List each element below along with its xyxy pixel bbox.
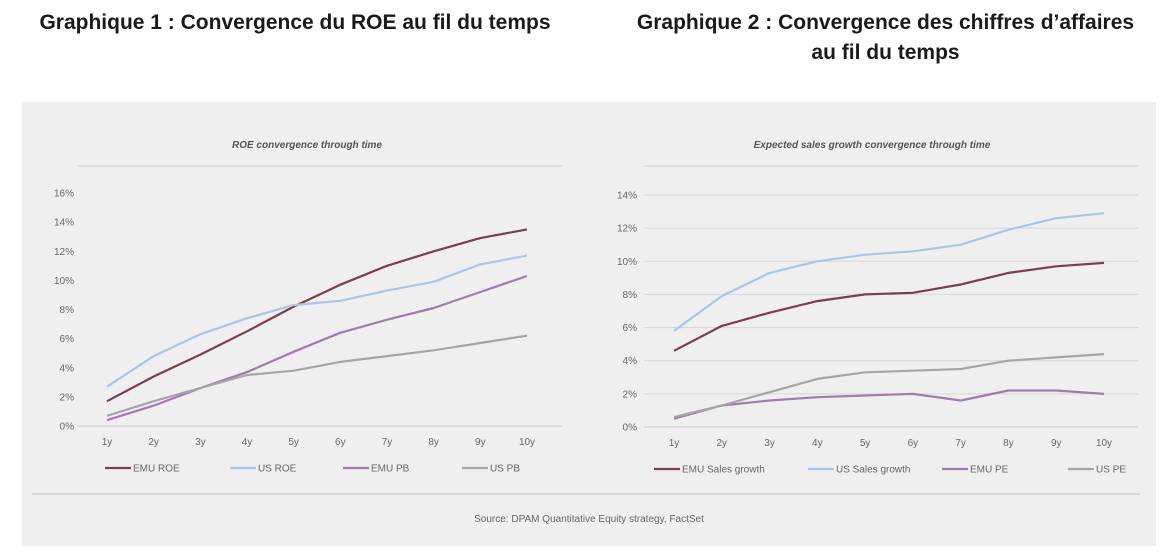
sales-growth-chart: Expected sales growth convergence throug… [617, 140, 1138, 476]
y-tick-label: 10% [617, 257, 637, 268]
series-line [673, 212, 1105, 332]
y-tick-label: 14% [617, 191, 637, 202]
roe-chart: ROE convergence through time 0% 2% 4% 6% 8% 10… [54, 140, 562, 475]
y-tick-label: 4% [623, 356, 638, 367]
y-tick-label: 12% [54, 247, 74, 258]
y-tick-label: 12% [617, 224, 637, 235]
x-tick-label: 8y [1003, 438, 1014, 449]
chart-title: ROE convergence through time [232, 140, 382, 151]
x-tick-label: 3y [195, 437, 206, 448]
y-tick-label: 0% [623, 423, 638, 434]
series-line [673, 389, 1105, 420]
series-line [673, 261, 1105, 352]
legend-label: US PE [1096, 465, 1126, 476]
series-line [106, 274, 528, 422]
x-tick-label: 7y [382, 437, 393, 448]
legend-label: US Sales growth [836, 465, 910, 476]
chart2-heading-line2: au fil du temps [811, 41, 960, 64]
y-tick-label: 16% [54, 189, 74, 200]
chart2-heading-line1: Graphique 2 : Convergence des chiffres d… [636, 11, 1135, 34]
x-tick-label: 9y [1051, 438, 1062, 449]
y-tick-label: 0% [60, 422, 75, 433]
series-line [106, 254, 528, 388]
chart1-heading: Graphique 1 : Convergence du ROE au fil … [39, 11, 551, 34]
x-tick-label: 10y [519, 437, 535, 448]
source-text: Source: DPAM Quantitative Equity strateg… [474, 514, 704, 525]
x-tick-label: 6y [335, 437, 346, 448]
x-tick-label: 5y [288, 437, 299, 448]
x-tick-label: 4y [242, 437, 253, 448]
legend-label: EMU Sales growth [682, 465, 765, 476]
y-tick-label: 6% [60, 334, 75, 345]
y-tick-label: 4% [60, 363, 75, 374]
charts-panel: ROE convergence through time 0% 2% 4% 6% 8% 10… [22, 102, 1156, 546]
chart-title: Expected sales growth convergence throug… [754, 140, 991, 151]
x-tick-label: 5y [860, 438, 871, 449]
legend-label: EMU PE [970, 465, 1009, 476]
legend-label: EMU PB [371, 464, 410, 475]
chart2-heading: Graphique 2 : Convergence des chiffres d… [600, 8, 1171, 68]
x-tick-label: 2y [148, 437, 159, 448]
y-tick-label: 14% [54, 218, 74, 229]
legend-label: US ROE [258, 464, 297, 475]
series-line [106, 334, 528, 417]
x-tick-label: 7y [955, 438, 966, 449]
y-tick-label: 2% [623, 389, 638, 400]
y-tick-label: 6% [623, 323, 638, 334]
legend-label: EMU ROE [133, 464, 180, 475]
x-tick-label: 4y [812, 438, 823, 449]
x-tick-label: 1y [669, 438, 680, 449]
x-tick-label: 1y [102, 437, 113, 448]
series-line [106, 228, 528, 403]
y-tick-label: 8% [623, 290, 638, 301]
x-tick-label: 3y [764, 438, 775, 449]
x-tick-label: 2y [716, 438, 727, 449]
y-tick-label: 2% [60, 392, 75, 403]
y-tick-label: 10% [54, 276, 74, 287]
x-tick-label: 8y [428, 437, 439, 448]
x-tick-label: 6y [908, 438, 919, 449]
charts-svg: ROE convergence through time 0% 2% 4% 6% 8% 10… [32, 140, 1140, 525]
legend-label: US PB [490, 464, 520, 475]
y-tick-label: 8% [60, 305, 75, 316]
series-line [673, 353, 1105, 419]
x-tick-label: 9y [475, 437, 486, 448]
x-tick-label: 10y [1096, 438, 1112, 449]
